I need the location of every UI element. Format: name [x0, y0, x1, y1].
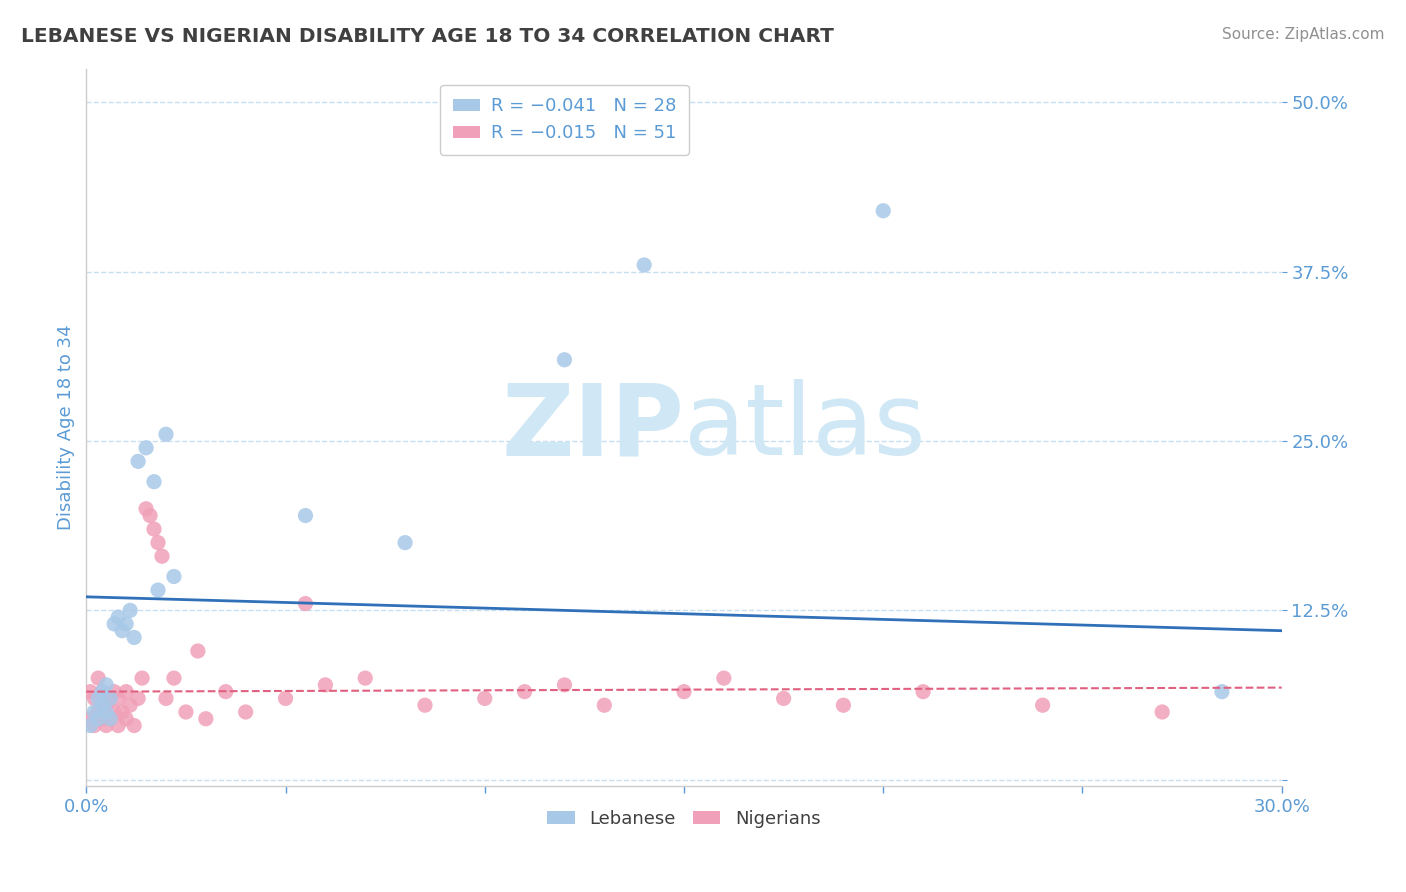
Y-axis label: Disability Age 18 to 34: Disability Age 18 to 34 — [58, 325, 75, 531]
Point — [139, 508, 162, 523]
Point — [474, 691, 496, 706]
Point — [83, 691, 105, 706]
Point — [91, 712, 114, 726]
Point — [143, 475, 166, 489]
Point — [143, 522, 166, 536]
Point — [96, 698, 118, 713]
Text: LEBANESE VS NIGERIAN DISABILITY AGE 18 TO 34 CORRELATION CHART: LEBANESE VS NIGERIAN DISABILITY AGE 18 T… — [21, 27, 834, 45]
Point — [1211, 684, 1233, 698]
Point — [111, 705, 134, 719]
Point — [91, 698, 114, 713]
Point — [150, 549, 173, 564]
Point — [87, 712, 110, 726]
Point — [235, 705, 257, 719]
Point — [115, 616, 138, 631]
Point — [553, 352, 575, 367]
Point — [772, 691, 794, 706]
Point — [174, 705, 197, 719]
Point — [146, 582, 169, 597]
Text: ZIP: ZIP — [501, 379, 683, 476]
Point — [1152, 705, 1174, 719]
Point — [107, 691, 129, 706]
Point — [96, 718, 118, 732]
Point — [294, 508, 316, 523]
Point — [87, 705, 110, 719]
Point — [115, 684, 138, 698]
Point — [79, 684, 101, 698]
Point — [87, 691, 110, 706]
Point — [314, 678, 336, 692]
Point — [155, 427, 177, 442]
Point — [413, 698, 436, 713]
Point — [103, 705, 125, 719]
Point — [91, 684, 114, 698]
Point — [120, 698, 142, 713]
Point — [163, 671, 186, 685]
Point — [96, 705, 118, 719]
Point — [120, 603, 142, 617]
Point — [135, 501, 157, 516]
Point — [713, 671, 735, 685]
Point — [107, 718, 129, 732]
Point — [832, 698, 855, 713]
Point — [98, 691, 121, 706]
Point — [91, 684, 114, 698]
Point — [87, 671, 110, 685]
Point — [131, 671, 153, 685]
Point — [79, 712, 101, 726]
Point — [194, 712, 217, 726]
Point — [146, 535, 169, 549]
Point — [98, 691, 121, 706]
Point — [115, 712, 138, 726]
Point — [163, 569, 186, 583]
Point — [103, 616, 125, 631]
Point — [98, 712, 121, 726]
Point — [98, 712, 121, 726]
Point — [394, 535, 416, 549]
Point — [215, 684, 238, 698]
Point — [111, 624, 134, 638]
Point — [83, 705, 105, 719]
Point — [633, 258, 655, 272]
Point — [354, 671, 377, 685]
Point — [274, 691, 297, 706]
Point — [912, 684, 935, 698]
Point — [672, 684, 695, 698]
Legend: Lebanese, Nigerians: Lebanese, Nigerians — [540, 803, 828, 835]
Point — [96, 678, 118, 692]
Point — [79, 718, 101, 732]
Point — [127, 454, 149, 468]
Text: atlas: atlas — [683, 379, 925, 476]
Point — [122, 631, 145, 645]
Point — [135, 441, 157, 455]
Point — [593, 698, 616, 713]
Point — [107, 610, 129, 624]
Point — [513, 684, 536, 698]
Point — [155, 691, 177, 706]
Point — [1032, 698, 1054, 713]
Point — [872, 203, 894, 218]
Point — [553, 678, 575, 692]
Point — [103, 684, 125, 698]
Point — [294, 597, 316, 611]
Point — [122, 718, 145, 732]
Point — [83, 718, 105, 732]
Point — [187, 644, 209, 658]
Point — [127, 691, 149, 706]
Text: Source: ZipAtlas.com: Source: ZipAtlas.com — [1222, 27, 1385, 42]
